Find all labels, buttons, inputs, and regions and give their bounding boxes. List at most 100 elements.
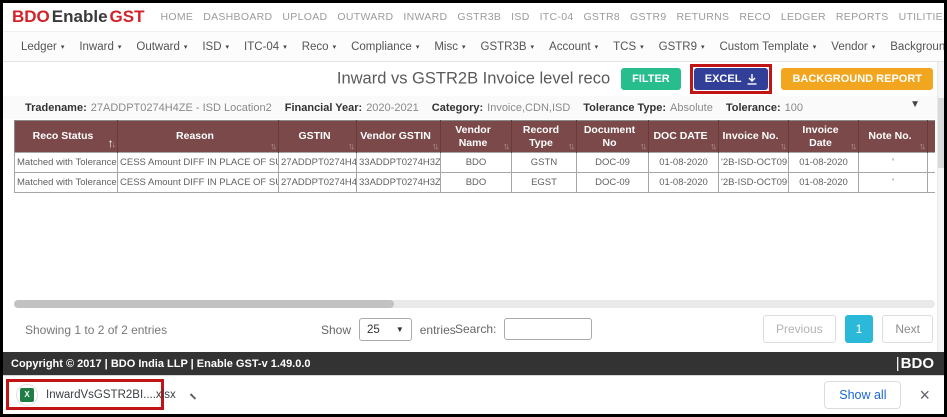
nav-ledger[interactable]: LEDGER [780, 11, 826, 23]
col-vendor-gstin[interactable]: Vendor GSTIN ↑↓ [356, 120, 441, 153]
col-invoice-date[interactable]: Invoice Date ↑↓ [788, 120, 859, 153]
col-gstin-label: GSTIN [298, 130, 331, 143]
sort-desc-icon: ↓ [852, 140, 857, 151]
cell-note-no: ' [858, 172, 928, 193]
menu-tcs[interactable]: TCS ▾ [613, 41, 644, 53]
horizontal-scrollbar[interactable] [14, 300, 935, 308]
table-controls: Showing 1 to 2 of 2 entries Show 25 ▼ en… [3, 308, 944, 352]
page-size-select[interactable]: 25 ▼ [359, 318, 412, 341]
menu-gstr9[interactable]: GSTR9 ▾ [659, 41, 705, 53]
chevron-up-icon[interactable] [189, 393, 196, 400]
nav-dashboard[interactable]: DASHBOARD [203, 11, 273, 23]
sort-icon[interactable]: ↑↓ [108, 136, 116, 151]
nav-reco[interactable]: RECO [739, 11, 771, 23]
sort-icon[interactable]: ↑↓ [432, 141, 439, 151]
nav-returns[interactable]: RETURNS [676, 11, 730, 23]
show-all-downloads-button[interactable]: Show all [824, 381, 902, 409]
col-reason[interactable]: Reason ↑↓ [117, 120, 279, 153]
page-number-button[interactable]: 1 [844, 315, 874, 343]
cell-document-no: DOC-09 [576, 172, 649, 193]
col-reason-label: Reason [176, 130, 214, 143]
menu-tcs-label: TCS [613, 40, 637, 53]
table-header-row: Reco Status ↑↓ Reason ↑↓ GSTIN ↑↓ Vendor GS… [14, 120, 935, 153]
downloaded-file-chip[interactable]: X InwardVsGSTR2BI....xlsx [6, 379, 196, 410]
menu-custom-template[interactable]: Custom Template ▾ [719, 41, 816, 53]
nav-home[interactable]: HOME [160, 11, 194, 23]
category-label: Category: [431, 101, 484, 114]
nav-gstr8[interactable]: GSTR8 [583, 11, 620, 23]
chevron-down-icon: ▾ [332, 43, 337, 51]
next-page-button[interactable]: Next [882, 315, 933, 343]
col-vendor-name[interactable]: Vendor Name ↑↓ [440, 120, 512, 153]
col-gstin[interactable]: GSTIN ↑↓ [278, 120, 357, 153]
col-invoice-date-label: Invoice Date [802, 124, 839, 149]
sort-icon[interactable]: ↑↓ [270, 141, 277, 151]
sort-icon[interactable]: ↑↓ [919, 141, 926, 151]
vertical-scrollbar[interactable] [937, 62, 944, 352]
menu-inward[interactable]: Inward ▾ [79, 41, 121, 53]
col-record-type[interactable]: Record Type ↑↓ [511, 120, 577, 153]
menu-vendor-label: Vendor [831, 40, 868, 53]
background-report-button[interactable]: BACKGROUND REPORT [781, 68, 933, 90]
nav-outward[interactable]: OUTWARD [337, 11, 394, 23]
nav-gstr9[interactable]: GSTR9 [629, 11, 667, 23]
downloaded-filename: InwardVsGSTR2BI....xlsx [46, 388, 176, 401]
nav-reports[interactable]: REPORTS [835, 11, 889, 23]
nav-gstr3b[interactable]: GSTR3B [457, 11, 502, 23]
entries-label: entries [419, 322, 456, 337]
menu-outward[interactable]: Outward ▾ [136, 41, 187, 53]
nav-isd[interactable]: ISD [511, 11, 530, 23]
show-label: Show [321, 322, 352, 337]
nav-utilities[interactable]: UTILITIES ▾ [899, 11, 944, 23]
menu-ledger[interactable]: Ledger ▾ [21, 41, 64, 53]
col-note-no[interactable]: Note No. ↑↓ [858, 120, 928, 153]
menu-gstr9-label: GSTR9 [658, 40, 697, 53]
filter-button[interactable]: FILTER [621, 68, 681, 90]
search-input[interactable] [504, 318, 593, 340]
vertical-scrollbar-thumb[interactable] [938, 98, 944, 168]
menu-isd-label: ISD [202, 40, 222, 53]
col-reco-status[interactable]: Reco Status ↑↓ [14, 120, 118, 153]
excel-export-button[interactable]: EXCEL [693, 68, 769, 90]
sort-icon[interactable]: ↑↓ [780, 141, 787, 151]
col-reco-status-label: Reco Status [32, 130, 94, 143]
horizontal-scrollbar-thumb[interactable] [14, 300, 394, 308]
sort-asc-icon: ↑ [710, 140, 714, 151]
sort-icon[interactable]: ↑↓ [568, 141, 575, 151]
cell-clipped [927, 172, 935, 193]
col-document-no[interactable]: Document No ↑↓ [576, 120, 649, 153]
menu-account[interactable]: Account ▾ [549, 41, 598, 53]
menu-background-reports[interactable]: Background Reports [890, 41, 944, 53]
cell-doc-date: 01-08-2020 [648, 172, 719, 193]
nav-inward[interactable]: INWARD [403, 11, 448, 23]
nav-itc04[interactable]: ITC-04 [539, 11, 574, 23]
menu-gstr3b[interactable]: GSTR3B ▾ [481, 41, 535, 53]
tolerance-value: 100 [784, 101, 803, 114]
col-invoice-no[interactable]: Invoice No. ↑↓ [718, 120, 789, 153]
col-clipped[interactable]: No [927, 120, 935, 153]
menu-vendor[interactable]: Vendor ▾ [831, 41, 875, 53]
cell-reason: CESS Amount DIFF IN PLACE OF SUPPLY [117, 152, 279, 173]
menu-reco[interactable]: Reco ▾ [302, 41, 336, 53]
app-logo: BDO Enable GST [12, 7, 144, 27]
showing-entries-text: Showing 1 to 2 of 2 entries [25, 323, 168, 337]
sort-asc-icon: ↑ [503, 140, 507, 151]
close-icon[interactable]: × [919, 385, 930, 405]
collapse-panel-icon[interactable]: ▼ [910, 99, 920, 110]
sort-icon[interactable]: ↑↓ [503, 140, 510, 151]
page-title: Inward vs GSTR2B Invoice level reco [336, 69, 611, 88]
col-invoice-no-label: Invoice No. [722, 130, 779, 143]
menu-compliance[interactable]: Compliance ▾ [351, 41, 419, 53]
previous-page-button[interactable]: Previous [762, 315, 836, 343]
menu-itc04[interactable]: ITC-04 ▾ [244, 41, 287, 53]
sort-icon[interactable]: ↑↓ [640, 141, 647, 151]
menu-isd[interactable]: ISD ▾ [202, 41, 229, 53]
menu-misc[interactable]: Misc ▾ [434, 41, 465, 53]
sort-icon[interactable]: ↑↓ [850, 140, 857, 151]
cell-vendor-gstin: 33ADDPT0274H3ZM [356, 172, 441, 193]
sort-icon[interactable]: ↑↓ [710, 140, 717, 151]
col-doc-date[interactable]: DOC DATE ↑↓ [648, 120, 719, 153]
nav-upload[interactable]: UPLOAD [282, 11, 328, 23]
reco-table: Reco Status ↑↓ Reason ↑↓ GSTIN ↑↓ Vendor GS… [14, 120, 935, 193]
sort-icon[interactable]: ↑↓ [348, 141, 355, 151]
